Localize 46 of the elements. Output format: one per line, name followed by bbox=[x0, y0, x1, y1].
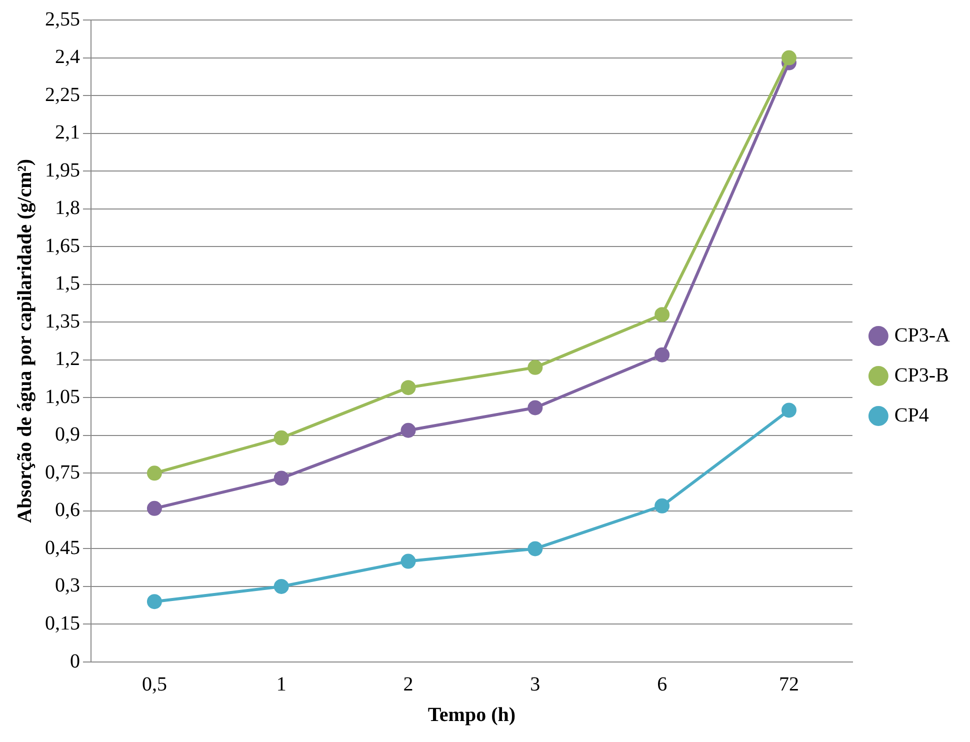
y-axis-title: Absorção de água por capilaridade (g/cm²) bbox=[14, 159, 36, 523]
x-tick-label: 0,5 bbox=[142, 673, 167, 696]
y-tick-label: 1,05 bbox=[45, 386, 80, 408]
point bbox=[654, 498, 670, 514]
point bbox=[528, 400, 543, 416]
point bbox=[654, 347, 670, 362]
y-tick-label: 2,55 bbox=[45, 8, 80, 30]
legend-label: CP3-B bbox=[894, 364, 949, 386]
point bbox=[781, 402, 796, 418]
legend-label: CP4 bbox=[894, 404, 929, 426]
point bbox=[400, 422, 416, 438]
y-tick-label: 1,8 bbox=[55, 197, 80, 220]
point bbox=[274, 578, 289, 594]
x-tick-label: 3 bbox=[530, 673, 540, 696]
y-tick-label: 2,25 bbox=[45, 84, 80, 106]
point bbox=[528, 541, 543, 556]
y-tick-label: 0 bbox=[70, 650, 80, 672]
y-tick-label: 0,15 bbox=[45, 612, 80, 634]
point bbox=[528, 360, 543, 375]
point bbox=[274, 470, 289, 486]
x-tick-label: 1 bbox=[276, 673, 286, 696]
y-tick-label: 0,45 bbox=[45, 536, 80, 559]
y-tick-label: 1,95 bbox=[45, 159, 80, 182]
y-tick-label: 1,5 bbox=[55, 272, 80, 295]
point bbox=[146, 500, 162, 516]
point bbox=[146, 466, 162, 481]
y-tick-label: 0,6 bbox=[55, 499, 80, 522]
x-tick-label: 6 bbox=[657, 673, 668, 696]
legend-label: CP3-A bbox=[894, 324, 951, 346]
point bbox=[400, 380, 416, 396]
point bbox=[654, 307, 670, 322]
point bbox=[274, 430, 289, 446]
y-tick-label: 0,3 bbox=[55, 574, 80, 597]
point bbox=[400, 554, 416, 569]
point bbox=[146, 594, 162, 610]
y-tick-label: 1,65 bbox=[45, 234, 80, 257]
x-axis-title: Tempo (h) bbox=[428, 704, 516, 726]
y-tick-label: 1,2 bbox=[55, 348, 80, 370]
y-tick-label: 2,1 bbox=[55, 122, 80, 144]
x-tick-label: 72 bbox=[778, 673, 799, 696]
point bbox=[781, 50, 796, 66]
y-tick-label: 0,75 bbox=[45, 461, 80, 484]
y-tick-label: 0,9 bbox=[55, 424, 80, 446]
y-tick-label: 1,35 bbox=[45, 310, 80, 332]
x-tick-label: 2 bbox=[403, 673, 414, 696]
y-tick-label: 2,4 bbox=[55, 46, 80, 68]
